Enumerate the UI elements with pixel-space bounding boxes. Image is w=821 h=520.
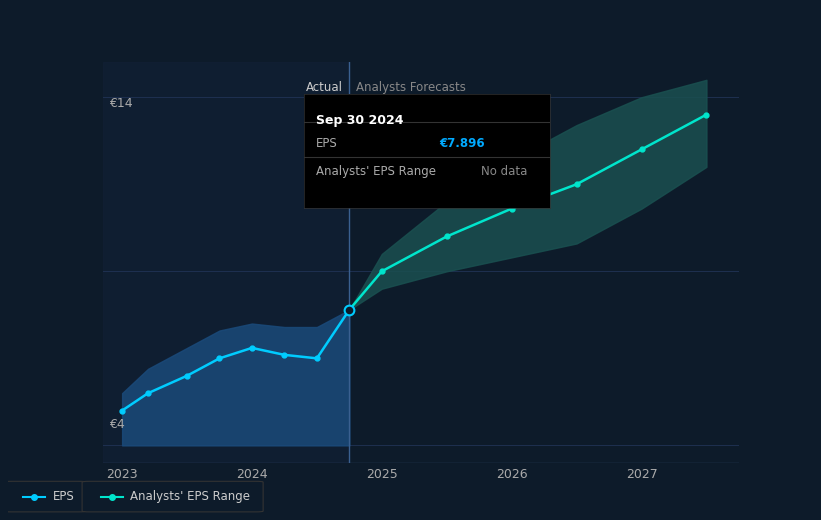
Text: EPS: EPS	[316, 137, 337, 150]
Text: €4: €4	[109, 418, 125, 431]
Text: Analysts Forecasts: Analysts Forecasts	[355, 81, 466, 94]
Text: €7.896: €7.896	[439, 137, 485, 150]
FancyBboxPatch shape	[4, 482, 86, 512]
Text: €14: €14	[109, 97, 133, 110]
Text: No data: No data	[481, 164, 527, 177]
FancyBboxPatch shape	[82, 482, 263, 512]
Bar	[103, 62, 350, 463]
Text: Sep 30 2024: Sep 30 2024	[316, 114, 404, 127]
Text: Analysts' EPS Range: Analysts' EPS Range	[316, 164, 436, 177]
Text: Analysts' EPS Range: Analysts' EPS Range	[131, 490, 250, 503]
Text: Actual: Actual	[306, 81, 343, 94]
Text: EPS: EPS	[53, 490, 74, 503]
